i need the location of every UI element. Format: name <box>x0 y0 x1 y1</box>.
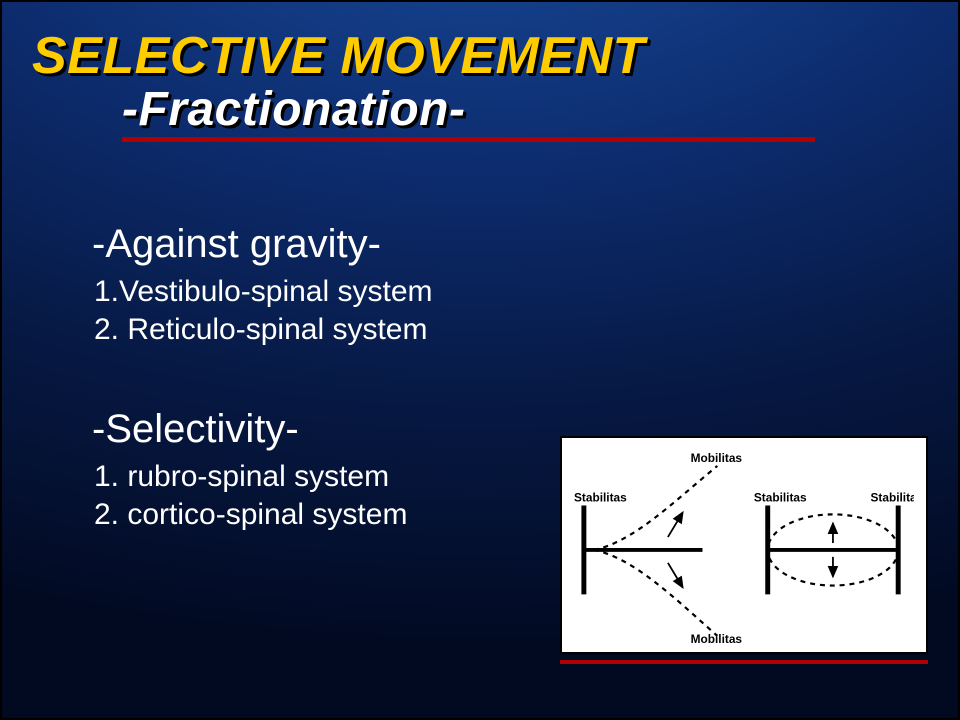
section-2-item-2: 2. cortico-spinal system <box>94 498 612 532</box>
section-2-heading: -Selectivity- <box>92 407 612 452</box>
left-arrow-down <box>668 563 683 588</box>
title-line-2: -Fractionation- <box>122 82 815 142</box>
figure-panel: Stabilitas Mobilitas Mobilitas Stabilita… <box>560 436 928 654</box>
section-1-heading: -Against gravity- <box>92 222 612 267</box>
label-stabilitas-right-r: Stabilitas <box>871 491 914 505</box>
section-2-item-1: 1. rubro-spinal system <box>94 460 612 494</box>
label-stabilitas-left: Stabilitas <box>574 491 627 505</box>
left-curve-down <box>594 550 718 636</box>
title-block: SELECTIVE MOVEMENT -Fractionation- <box>32 26 932 142</box>
section-1-item-2: 2. Reticulo-spinal system <box>94 313 612 347</box>
label-mobilitas-bottom: Mobilitas <box>691 632 743 644</box>
label-stabilitas-right-l: Stabilitas <box>754 491 807 505</box>
left-arrow-up <box>668 512 683 537</box>
figure-underline <box>560 660 928 664</box>
figure-svg: Stabilitas Mobilitas Mobilitas Stabilita… <box>574 448 914 644</box>
section-1-item-1: 1.Vestibulo-spinal system <box>94 275 612 309</box>
left-curve-up <box>594 466 718 550</box>
label-mobilitas-top: Mobilitas <box>691 451 743 465</box>
slide-root: SELECTIVE MOVEMENT -Fractionation- -Agai… <box>0 0 960 720</box>
title-line-1: SELECTIVE MOVEMENT <box>32 26 932 86</box>
content-block: -Against gravity- 1.Vestibulo-spinal sys… <box>92 222 612 536</box>
